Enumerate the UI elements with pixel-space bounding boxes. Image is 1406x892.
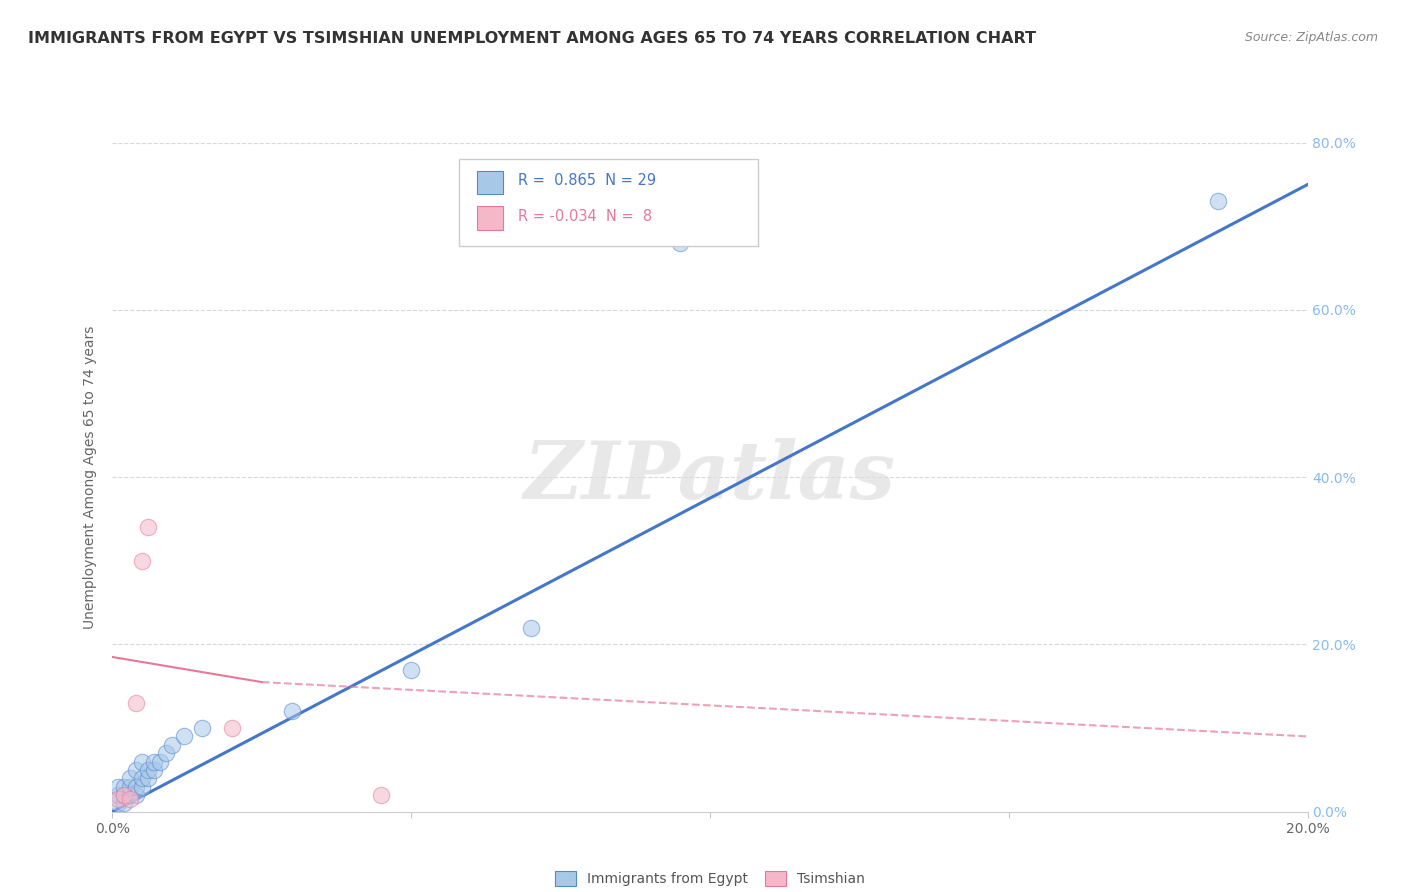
Point <box>107 792 129 806</box>
Text: Source: ZipAtlas.com: Source: ZipAtlas.com <box>1244 31 1378 45</box>
Text: ZIPatlas: ZIPatlas <box>524 439 896 516</box>
Point <box>138 763 160 777</box>
Point <box>114 788 135 802</box>
Point <box>162 738 183 752</box>
Point <box>143 763 166 777</box>
Point <box>520 621 543 635</box>
Point <box>370 788 392 802</box>
Point <box>1206 194 1229 209</box>
Text: IMMIGRANTS FROM EGYPT VS TSIMSHIAN UNEMPLOYMENT AMONG AGES 65 TO 74 YEARS CORREL: IMMIGRANTS FROM EGYPT VS TSIMSHIAN UNEMP… <box>28 31 1036 46</box>
Point <box>149 755 172 769</box>
Point <box>125 788 148 802</box>
Point <box>191 721 214 735</box>
Point <box>114 780 135 794</box>
Legend: Immigrants from Egypt, Tsimshian: Immigrants from Egypt, Tsimshian <box>550 866 870 892</box>
Point <box>131 771 153 786</box>
Point <box>281 705 304 719</box>
Point <box>114 797 135 811</box>
Point <box>138 771 160 786</box>
Point <box>143 755 166 769</box>
Point <box>173 730 195 744</box>
Point <box>125 696 148 710</box>
Text: R =  0.865  N = 29: R = 0.865 N = 29 <box>517 173 655 188</box>
Point <box>107 797 129 811</box>
FancyBboxPatch shape <box>458 160 758 246</box>
Bar <box>477 170 503 194</box>
Text: R = -0.034  N =  8: R = -0.034 N = 8 <box>517 209 652 224</box>
Point <box>120 780 142 794</box>
Point <box>221 721 243 735</box>
Point <box>155 746 177 760</box>
Point <box>107 788 129 802</box>
Point <box>131 554 153 568</box>
Point <box>120 792 142 806</box>
Point <box>138 520 160 534</box>
Point <box>114 788 135 802</box>
Point <box>669 235 692 250</box>
Point <box>120 771 142 786</box>
Y-axis label: Unemployment Among Ages 65 to 74 years: Unemployment Among Ages 65 to 74 years <box>83 326 97 629</box>
Point <box>107 780 129 794</box>
Point <box>125 780 148 794</box>
Point <box>131 755 153 769</box>
Point <box>401 663 423 677</box>
Point <box>120 788 142 802</box>
Point <box>131 780 153 794</box>
Point <box>125 763 148 777</box>
Bar <box>477 206 503 230</box>
